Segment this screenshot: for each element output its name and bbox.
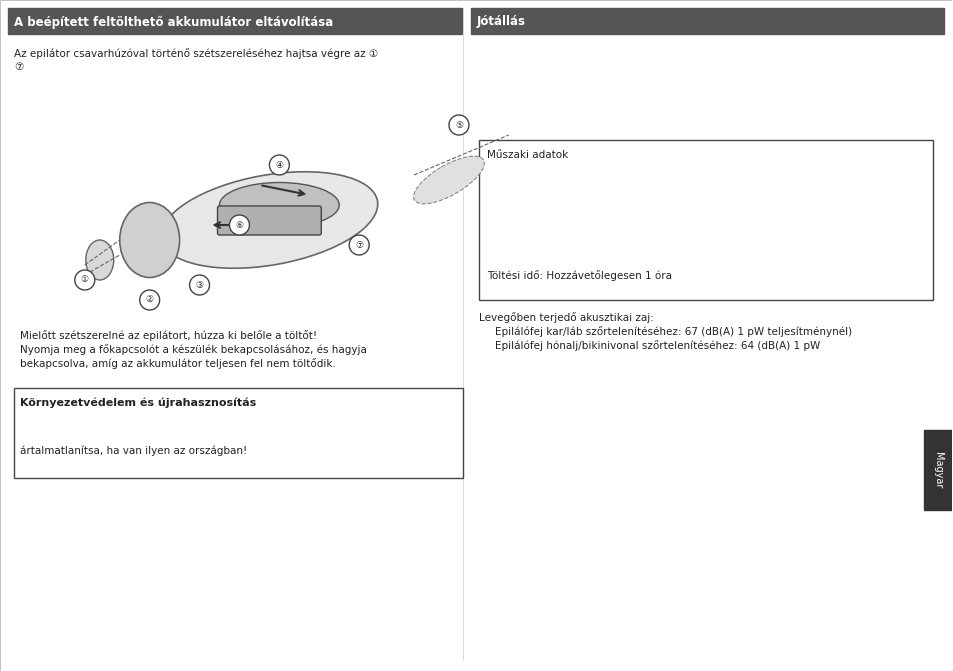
Ellipse shape xyxy=(219,183,339,227)
Text: ⑤: ⑤ xyxy=(455,121,462,130)
Ellipse shape xyxy=(119,203,179,278)
Text: ②: ② xyxy=(146,295,153,305)
Text: Epilálófej hónalj/bikinivonal szőrtelenítéséhez: 64 (dB(A) 1 pW: Epilálófej hónalj/bikinivonal szőrtelení… xyxy=(495,340,820,351)
Text: ⑦: ⑦ xyxy=(14,62,23,72)
Text: ⑥: ⑥ xyxy=(235,221,243,229)
Bar xyxy=(923,430,951,510)
Circle shape xyxy=(230,215,249,235)
Text: Epilálófej kar/láb szőrtelenítéséhez: 67 (dB(A) 1 pW teljesítménynél): Epilálófej kar/láb szőrtelenítéséhez: 67… xyxy=(495,326,851,337)
Ellipse shape xyxy=(161,172,377,268)
Text: Töltési idő: Hozzávetőlegesen 1 óra: Töltési idő: Hozzávetőlegesen 1 óra xyxy=(486,270,671,281)
Text: Levegőben terjedő akusztikai zaj:: Levegőben terjedő akusztikai zaj: xyxy=(478,312,653,323)
Bar xyxy=(478,140,932,300)
Text: bekapcsolva, amíg az akkumulátor teljesen fel nem töltődik.: bekapcsolva, amíg az akkumulátor teljese… xyxy=(20,358,335,369)
Text: Mielőtt szétszerelné az epilátort, húzza ki belőle a töltőt!: Mielőtt szétszerelné az epilátort, húzza… xyxy=(20,330,316,341)
Text: ③: ③ xyxy=(195,280,203,289)
Circle shape xyxy=(74,270,94,290)
Circle shape xyxy=(139,290,159,310)
Text: A beépített feltölthető akkumulátor eltávolítása: A beépített feltölthető akkumulátor eltá… xyxy=(14,15,333,29)
Bar xyxy=(8,8,461,34)
Circle shape xyxy=(190,275,210,295)
Text: Nyomja meg a főkapcsolót a készülék bekapcsolásához, és hagyja: Nyomja meg a főkapcsolót a készülék beka… xyxy=(20,344,367,355)
Ellipse shape xyxy=(86,240,113,280)
Circle shape xyxy=(449,115,469,135)
Text: Műszaki adatok: Műszaki adatok xyxy=(486,150,568,160)
Circle shape xyxy=(349,235,369,255)
FancyBboxPatch shape xyxy=(217,206,321,235)
Text: Magyar: Magyar xyxy=(932,452,942,488)
Text: ①: ① xyxy=(81,276,89,285)
Text: ④: ④ xyxy=(275,160,283,170)
Text: ártalmatlanítsa, ha van ilyen az országban!: ártalmatlanítsa, ha van ilyen az országb… xyxy=(20,445,247,456)
Text: Környezetvédelem és újrahasznosítás: Környezetvédelem és újrahasznosítás xyxy=(20,398,256,409)
Text: Az epilátor csavarhúzóval történő szétszereléséhez hajtsa végre az ①: Az epilátor csavarhúzóval történő szétsz… xyxy=(14,48,377,59)
Bar xyxy=(14,388,462,478)
Text: Jótállás: Jótállás xyxy=(476,15,525,28)
Ellipse shape xyxy=(414,156,484,204)
Circle shape xyxy=(269,155,289,175)
Text: ⑦: ⑦ xyxy=(355,240,363,250)
Bar xyxy=(471,8,943,34)
